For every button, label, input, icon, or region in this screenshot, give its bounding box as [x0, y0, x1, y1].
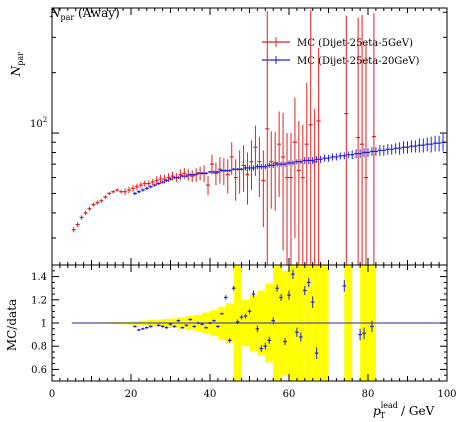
x-axis-label-sup: lead	[381, 401, 398, 410]
x-tick-label: 80	[362, 389, 375, 400]
ratio-y-tick-label: 0.6	[31, 365, 47, 376]
chart-title-suffix: (Away)	[74, 6, 120, 20]
main-y-axis-label-main: N	[9, 65, 23, 77]
main-y-axis-label: Npar	[9, 52, 25, 77]
main-y-axis-label-sub: par	[16, 52, 25, 66]
legend-label-5gev: MC (Dijet-25eta-5GeV)	[297, 38, 413, 49]
x-tick-label: 60	[283, 389, 296, 400]
x-tick-label: 0	[49, 389, 55, 400]
x-tick-label: 40	[204, 389, 217, 400]
main-y-tick-base: 10	[30, 119, 43, 130]
chart-title-sub: par	[61, 13, 75, 22]
main-y-tick-exp: 2	[43, 116, 47, 124]
x-tick-label: 100	[437, 389, 456, 400]
ratio-y-tick-label: 1	[41, 319, 47, 330]
x-axis-label-main: p	[373, 404, 381, 418]
ratio-y-tick-label: 1.2	[31, 295, 47, 306]
main-y-tick-label: 102	[30, 116, 47, 130]
x-axis-label-sub: T	[380, 411, 386, 420]
legend: MC (Dijet-25eta-5GeV) MC (Dijet-25eta-20…	[262, 37, 419, 67]
chart-marks: 0 20 40 60 80 100 0.6 0.8 1 1.2 1.4	[31, 7, 457, 400]
ratio-y-tick-label: 0.8	[31, 342, 47, 353]
ratio-y-tick-label: 1.4	[31, 272, 47, 283]
ratio-y-axis-label: MC/data	[5, 299, 19, 351]
x-axis-label-unit: / GeV	[397, 404, 434, 418]
x-axis-label: plead T / GeV	[373, 401, 435, 420]
x-tick-label: 20	[125, 389, 138, 400]
